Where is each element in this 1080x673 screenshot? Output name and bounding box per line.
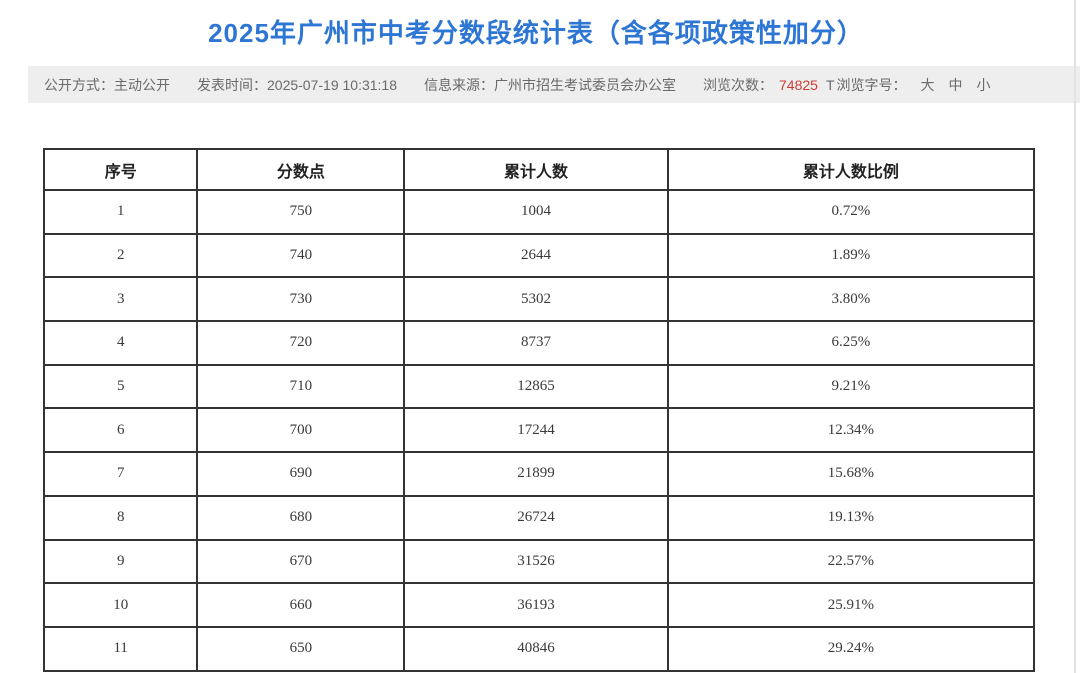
table-cell-index: 3 (42, 276, 199, 323)
info-source-label: 信息来源： (424, 76, 494, 93)
table-cell-index: 5 (42, 363, 199, 410)
table-row: 1 750 1004 0.72% (42, 189, 1036, 235)
table-cell-cumulative-count: 31526 (403, 538, 669, 585)
score-table-container: 序号 分数点 累计人数 累计人数比例 1 750 1004 0.72% 2 740 2644… (42, 148, 1036, 672)
publish-method-label: 公开方式： (44, 76, 114, 93)
table-cell-cumulative-percent: 15.68% (666, 451, 1036, 497)
table-cell-cumulative-count: 8737 (403, 320, 669, 366)
publish-time-value: 2025-07-19 10:31:18 (267, 76, 397, 93)
table-row: 11 650 40846 29.24% (42, 625, 1036, 672)
meta-bar: 公开方式：主动公开 发表时间：2025-07-19 10:31:18 信息来源：… (28, 66, 1080, 103)
scrollbar-track (1074, 0, 1076, 673)
column-header-index: 序号 (42, 148, 199, 191)
table-cell-score: 730 (196, 276, 406, 323)
table-cell-cumulative-count: 40846 (403, 625, 669, 672)
table-cell-score: 750 (196, 189, 406, 235)
table-cell-cumulative-percent: 3.80% (666, 276, 1036, 323)
table-cell-cumulative-percent: 29.24% (666, 625, 1036, 672)
table-cell-cumulative-percent: 0.72% (666, 189, 1036, 235)
table-row: 6 700 17244 12.34% (42, 407, 1036, 454)
info-source: 信息来源：广州市招生考试委员会办公室 (424, 75, 676, 95)
publish-time-label: 发表时间： (197, 76, 267, 93)
table-cell-cumulative-percent: 22.57% (666, 538, 1036, 585)
table-cell-score: 690 (196, 451, 406, 497)
score-table-body: 1 750 1004 0.72% 2 740 2644 1.89% 3 730 5302 3.80% 4… (42, 189, 1036, 672)
table-cell-cumulative-percent: 1.89% (666, 232, 1036, 279)
table-cell-cumulative-count: 26724 (403, 494, 669, 541)
publish-time: 发表时间：2025-07-19 10:31:18 (197, 75, 397, 95)
table-cell-score: 680 (196, 494, 406, 541)
table-cell-cumulative-percent: 9.21% (666, 363, 1036, 410)
font-size-label: 浏览字号： (836, 76, 907, 93)
views-and-fontsize: 浏览次数： 74825 T 浏览字号： 大中小 (703, 75, 991, 95)
table-cell-cumulative-count: 21899 (403, 451, 669, 497)
table-row: 9 670 31526 22.57% (42, 538, 1036, 585)
table-row: 8 680 26724 19.13% (42, 494, 1036, 541)
table-cell-index: 11 (42, 625, 199, 672)
table-cell-index: 7 (42, 451, 199, 497)
table-cell-cumulative-count: 12865 (403, 363, 669, 410)
column-header-cumulative-percent: 累计人数比例 (666, 148, 1036, 191)
page-title: 2025年广州市中考分数段统计表（含各项政策性加分） (208, 18, 864, 48)
table-cell-cumulative-count: 1004 (403, 189, 669, 235)
table-row: 4 720 8737 6.25% (42, 320, 1036, 366)
table-cell-score: 700 (196, 407, 406, 454)
font-size-large-button[interactable]: 大 (920, 76, 935, 93)
table-cell-index: 6 (42, 407, 199, 454)
table-cell-cumulative-percent: 25.91% (666, 582, 1036, 628)
font-size-small-button[interactable]: 小 (976, 76, 991, 93)
column-header-score: 分数点 (196, 148, 406, 191)
font-size-medium-button[interactable]: 中 (948, 76, 963, 93)
table-cell-cumulative-percent: 6.25% (666, 320, 1036, 366)
column-header-cumulative-count: 累计人数 (403, 148, 669, 191)
views-label: 浏览次数： (703, 76, 773, 93)
table-cell-index: 4 (42, 320, 199, 366)
table-cell-cumulative-count: 2644 (403, 232, 669, 279)
info-source-value: 广州市招生考试委员会办公室 (494, 76, 676, 93)
table-cell-index: 2 (42, 232, 199, 279)
views-count: 74825 (779, 76, 818, 93)
table-cell-score: 710 (196, 363, 406, 410)
font-size-icon: T (825, 76, 835, 93)
table-row: 7 690 21899 15.68% (42, 451, 1036, 497)
table-header-row: 序号 分数点 累计人数 累计人数比例 (42, 148, 1036, 191)
table-cell-cumulative-count: 5302 (403, 276, 669, 323)
publish-method: 公开方式：主动公开 (44, 75, 170, 95)
table-row: 3 730 5302 3.80% (42, 276, 1036, 323)
table-cell-index: 1 (42, 189, 199, 235)
table-cell-score: 670 (196, 538, 406, 585)
table-cell-cumulative-count: 17244 (403, 407, 669, 454)
table-row: 5 710 12865 9.21% (42, 363, 1036, 410)
table-row: 2 740 2644 1.89% (42, 232, 1036, 279)
table-cell-cumulative-percent: 19.13% (666, 494, 1036, 541)
table-row: 10 660 36193 25.91% (42, 582, 1036, 628)
table-cell-index: 9 (42, 538, 199, 585)
table-cell-index: 10 (42, 582, 199, 628)
table-cell-score: 720 (196, 320, 406, 366)
table-cell-score: 650 (196, 625, 406, 672)
table-cell-score: 660 (196, 582, 406, 628)
table-cell-cumulative-count: 36193 (403, 582, 669, 628)
table-cell-index: 8 (42, 494, 199, 541)
table-cell-cumulative-percent: 12.34% (666, 407, 1036, 454)
score-table: 序号 分数点 累计人数 累计人数比例 1 750 1004 0.72% 2 740 2644… (42, 148, 1036, 672)
publish-method-value: 主动公开 (114, 76, 170, 93)
table-cell-score: 740 (196, 232, 406, 279)
